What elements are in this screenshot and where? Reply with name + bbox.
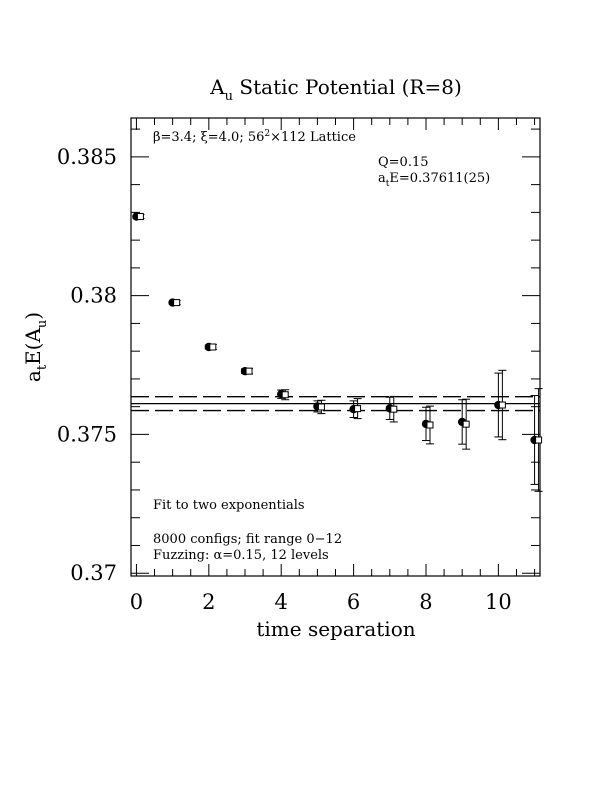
energy-rest: E=0.37611(25): [389, 171, 490, 186]
configs-annotation: 8000 configs; fit range 0−12: [153, 532, 342, 547]
energy-annotation: atE=0.37611(25): [378, 171, 490, 189]
lattice-post: ×112 Lattice: [270, 130, 356, 145]
ylabel-a: a: [21, 370, 45, 382]
data-point-square: [354, 405, 362, 413]
ylabel-e: E(A: [21, 328, 45, 365]
q-annotation: Q=0.15: [378, 155, 429, 170]
y-tick-label: 0.385: [57, 145, 117, 169]
data-point-square: [462, 420, 470, 428]
data-point-square: [173, 299, 181, 307]
ylabel-close: ): [21, 312, 45, 320]
fit-band: [131, 396, 540, 412]
y-tick-label: 0.375: [57, 422, 117, 446]
data-point-square: [498, 401, 506, 409]
lattice-superscript: 2: [264, 129, 270, 139]
y-tick-label: 0.37: [70, 561, 117, 585]
data-point-square: [426, 421, 434, 429]
chart-title: Au Static Potential (R=8): [209, 75, 462, 104]
x-tick-label: 4: [275, 590, 288, 614]
data-point-square: [390, 405, 398, 413]
data-point-square: [209, 343, 217, 351]
title-main: A: [209, 75, 225, 99]
lattice-pre: β=3.4; ξ=4.0; 56: [153, 130, 264, 145]
axis-ticks: [131, 118, 540, 576]
energy-subscript: t: [386, 179, 390, 189]
y-tick-label: 0.38: [70, 284, 117, 308]
y-axis-label: atE(Au): [21, 312, 50, 382]
data-point-square: [281, 391, 289, 399]
axis-tick-labels: 0 2 4 6 8 10 0.37 0.375 0.38 0.385: [57, 145, 512, 614]
x-tick-label: 0: [130, 590, 143, 614]
data-point-square: [136, 213, 144, 221]
energy-a: a: [378, 171, 386, 186]
fuzzing-annotation: Fuzzing: α=0.15, 12 levels: [153, 548, 329, 563]
data-point-square: [245, 367, 253, 375]
x-tick-label: 6: [347, 590, 360, 614]
data-point-square: [317, 403, 325, 411]
x-axis-label: time separation: [256, 617, 415, 641]
fit-annotation: Fit to two exponentials: [153, 498, 305, 513]
x-tick-label: 8: [419, 590, 432, 614]
title-rest: Static Potential (R=8): [233, 75, 462, 99]
ylabel-sub-u: u: [35, 320, 50, 328]
x-tick-label: 10: [485, 590, 512, 614]
data-point-square: [535, 436, 543, 444]
data-points: [132, 212, 543, 492]
x-tick-label: 2: [202, 590, 215, 614]
ylabel-sub-t: t: [35, 364, 50, 370]
lattice-annotation: β=3.4; ξ=4.0; 562×112 Lattice: [153, 129, 356, 145]
title-subscript: u: [225, 89, 233, 104]
